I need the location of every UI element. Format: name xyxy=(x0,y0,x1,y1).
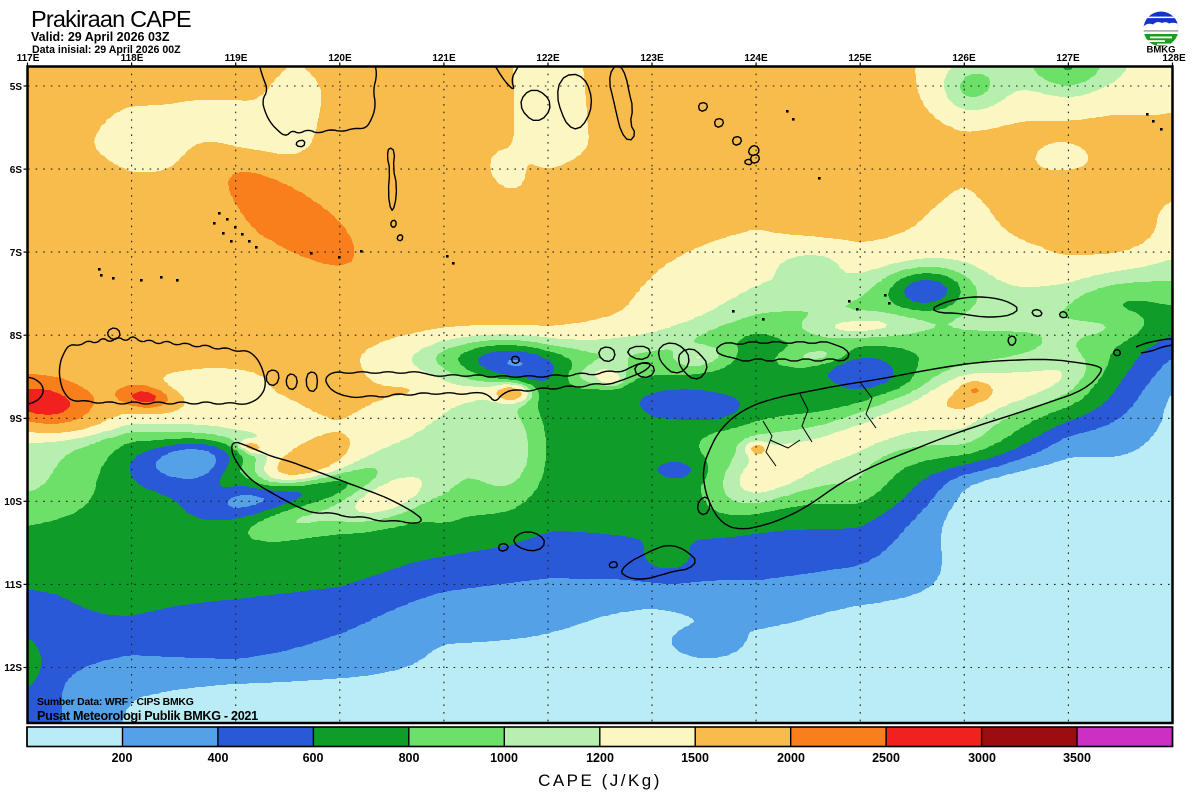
svg-text:CAPE (J/Kg): CAPE (J/Kg) xyxy=(538,771,662,790)
svg-text:1500: 1500 xyxy=(681,751,709,765)
svg-text:123E: 123E xyxy=(640,53,664,64)
svg-text:Prakiraan CAPE: Prakiraan CAPE xyxy=(31,6,191,32)
svg-text:Pusat Meteorologi Publik BMKG: Pusat Meteorologi Publik BMKG - 2021 xyxy=(37,709,258,723)
svg-text:2000: 2000 xyxy=(777,751,805,765)
svg-text:121E: 121E xyxy=(432,53,456,64)
svg-text:2500: 2500 xyxy=(872,751,900,765)
svg-text:600: 600 xyxy=(303,751,324,765)
svg-text:11S: 11S xyxy=(5,580,23,591)
svg-text:200: 200 xyxy=(112,751,133,765)
svg-text:5S: 5S xyxy=(10,82,23,93)
svg-text:800: 800 xyxy=(399,751,420,765)
svg-text:6S: 6S xyxy=(10,165,23,176)
svg-text:1000: 1000 xyxy=(490,751,518,765)
svg-text:8S: 8S xyxy=(10,331,23,342)
svg-text:Sumber Data: WRF - CIPS BMKG: Sumber Data: WRF - CIPS BMKG xyxy=(37,697,194,708)
svg-text:1200: 1200 xyxy=(586,751,614,765)
svg-text:122E: 122E xyxy=(536,53,560,64)
svg-text:119E: 119E xyxy=(225,53,248,64)
svg-text:3500: 3500 xyxy=(1063,751,1091,765)
svg-text:127E: 127E xyxy=(1056,53,1080,64)
svg-text:Valid: 29 April 2026 03Z: Valid: 29 April 2026 03Z xyxy=(31,30,170,44)
svg-text:3000: 3000 xyxy=(968,751,996,765)
svg-text:400: 400 xyxy=(208,751,229,765)
svg-text:117E: 117E xyxy=(17,53,40,64)
svg-text:120E: 120E xyxy=(328,53,352,64)
svg-text:12S: 12S xyxy=(4,663,22,674)
svg-text:7S: 7S xyxy=(10,248,23,259)
svg-text:BMKG: BMKG xyxy=(1146,45,1175,56)
svg-text:128E: 128E xyxy=(1162,53,1186,64)
svg-text:Data inisial: 29 April 2026 00: Data inisial: 29 April 2026 00Z xyxy=(32,44,181,56)
svg-text:9S: 9S xyxy=(10,414,23,425)
svg-text:125E: 125E xyxy=(848,53,872,64)
svg-text:118E: 118E xyxy=(121,53,144,64)
svg-text:126E: 126E xyxy=(952,53,976,64)
svg-text:10S: 10S xyxy=(4,497,22,508)
svg-text:124E: 124E xyxy=(744,53,768,64)
